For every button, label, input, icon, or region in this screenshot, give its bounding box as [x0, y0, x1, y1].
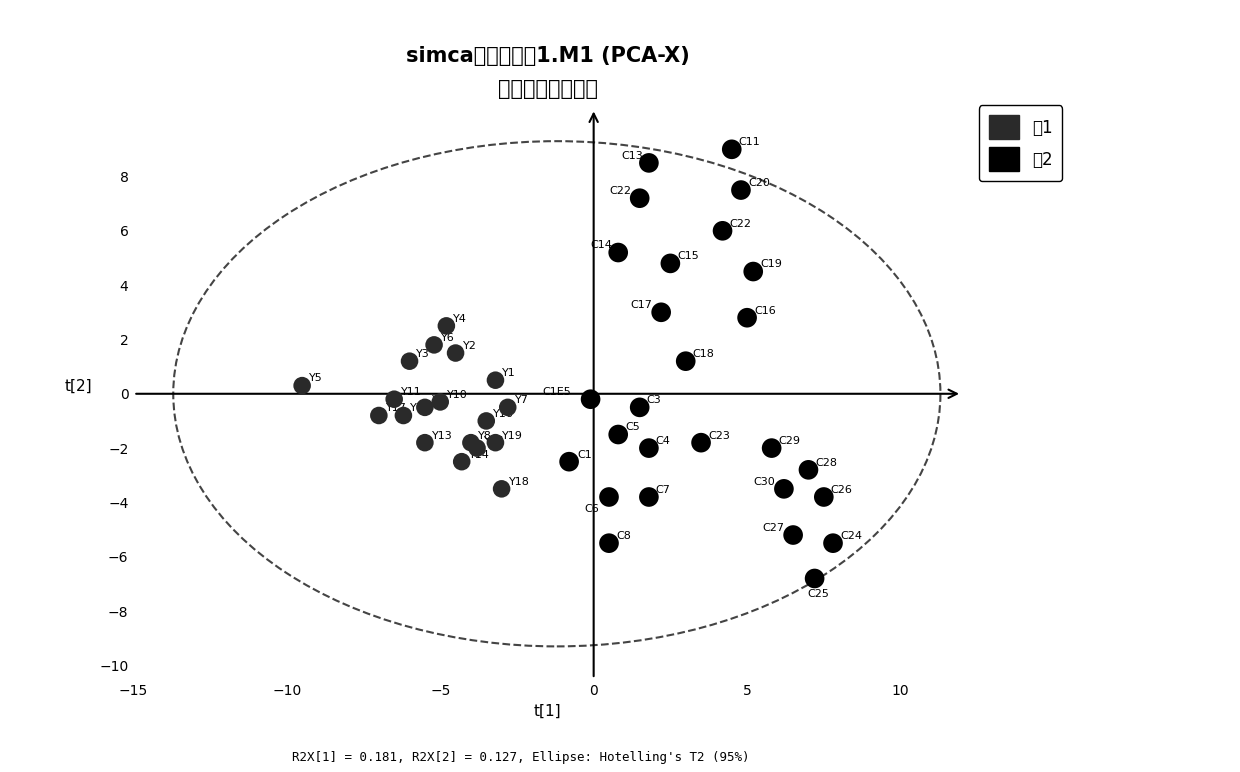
组2 [761, 442, 781, 454]
组1 [445, 347, 465, 359]
Text: C6: C6 [584, 504, 599, 514]
组2 [737, 312, 756, 324]
Text: Y9: Y9 [432, 395, 445, 405]
组1 [384, 393, 404, 405]
Text: R2X[1] = 0.181, R2X[2] = 0.127, Ellipse: Hotelling's T2 (95%): R2X[1] = 0.181, R2X[2] = 0.127, Ellipse:… [293, 751, 749, 764]
Text: Y15: Y15 [484, 436, 505, 446]
Text: C26: C26 [831, 485, 853, 495]
组2 [609, 246, 629, 259]
Text: C3: C3 [646, 395, 661, 405]
组2 [661, 257, 681, 269]
组2 [676, 355, 696, 367]
Text: C22: C22 [729, 218, 751, 229]
Text: C8: C8 [616, 531, 631, 541]
Text: Y1: Y1 [502, 368, 516, 378]
Text: C14: C14 [590, 240, 613, 250]
组1 [293, 380, 312, 392]
Text: C4: C4 [656, 436, 671, 446]
Text: Y14: Y14 [469, 449, 490, 459]
Text: C5: C5 [625, 422, 640, 432]
Y-axis label: t[2]: t[2] [64, 379, 92, 394]
组2 [639, 491, 658, 503]
Text: C24: C24 [839, 531, 862, 541]
Text: C15: C15 [677, 251, 699, 261]
Text: Y12: Y12 [410, 403, 432, 413]
组1 [486, 436, 506, 449]
Text: C11: C11 [739, 137, 760, 147]
组2 [691, 436, 711, 449]
Text: Y18: Y18 [508, 476, 529, 486]
组2 [799, 464, 818, 476]
组2 [784, 529, 804, 541]
组2 [639, 157, 658, 169]
Text: C19: C19 [760, 259, 782, 269]
组2 [651, 306, 671, 319]
Text: C17: C17 [631, 300, 652, 310]
组2 [732, 184, 751, 196]
Text: Y11: Y11 [401, 387, 422, 397]
组2 [630, 401, 650, 414]
Text: C1: C1 [578, 449, 593, 459]
组1 [370, 409, 389, 422]
组2 [599, 537, 619, 550]
Text: C7: C7 [656, 485, 671, 495]
组1 [399, 355, 419, 367]
Text: C25: C25 [807, 588, 830, 598]
Text: Y5: Y5 [309, 374, 322, 384]
组1 [461, 436, 481, 449]
组2 [559, 455, 579, 468]
组1 [415, 436, 435, 449]
组1 [486, 374, 506, 386]
Text: Y17: Y17 [386, 403, 407, 413]
Text: C18: C18 [693, 349, 714, 359]
Text: C20: C20 [748, 178, 770, 188]
组2 [722, 143, 742, 155]
组2 [630, 192, 650, 205]
组1 [451, 455, 471, 468]
Text: C22: C22 [609, 186, 631, 196]
Text: C27: C27 [763, 523, 785, 533]
组1 [393, 409, 413, 422]
组1 [476, 415, 496, 427]
组2 [743, 266, 763, 278]
组2 [609, 428, 629, 441]
Text: Y8: Y8 [477, 431, 492, 441]
组2 [580, 393, 600, 405]
组1 [424, 339, 444, 351]
Text: C1E5: C1E5 [542, 387, 570, 397]
Text: C23: C23 [708, 431, 730, 441]
Text: C28: C28 [816, 458, 837, 468]
Text: Y6: Y6 [441, 333, 455, 343]
组1 [467, 442, 487, 454]
Legend: 组1, 组2: 组1, 组2 [978, 106, 1063, 181]
Text: C13: C13 [621, 151, 642, 161]
X-axis label: t[1]: t[1] [533, 703, 562, 719]
组2 [823, 537, 843, 550]
组2 [805, 572, 825, 584]
组1 [497, 401, 517, 414]
Text: Y10: Y10 [448, 390, 467, 400]
组1 [436, 320, 456, 332]
Text: C16: C16 [754, 306, 776, 316]
组1 [415, 401, 435, 414]
组1 [430, 396, 450, 408]
Text: Y16: Y16 [494, 408, 513, 418]
Text: Y2: Y2 [463, 341, 476, 350]
Text: C30: C30 [754, 476, 775, 486]
组1 [492, 482, 512, 495]
组2 [813, 491, 833, 503]
Text: Y3: Y3 [417, 349, 430, 359]
Title: simca用绿茶数据1.M1 (PCA-X)
根据标记的组着色: simca用绿茶数据1.M1 (PCA-X) 根据标记的组着色 [405, 46, 689, 99]
Text: Y19: Y19 [502, 431, 523, 441]
Text: Y4: Y4 [454, 313, 467, 323]
组2 [599, 491, 619, 503]
Text: C29: C29 [779, 436, 801, 446]
组2 [774, 482, 794, 495]
组2 [639, 442, 658, 454]
Text: Y7: Y7 [515, 395, 528, 405]
组2 [713, 225, 733, 237]
Text: Y13: Y13 [432, 431, 453, 441]
